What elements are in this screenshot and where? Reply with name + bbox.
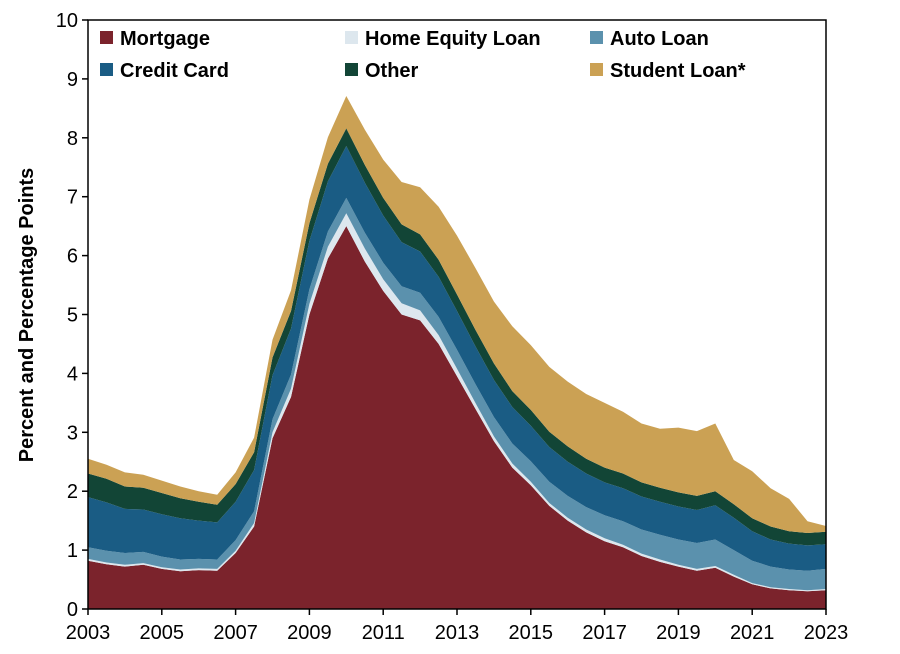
- legend-label: Auto Loan: [610, 28, 709, 50]
- y-tick-label: 3: [67, 422, 78, 444]
- axes-group: [82, 19, 827, 615]
- legend-swatch: [590, 63, 603, 76]
- x-tick-label: 2023: [804, 622, 849, 644]
- legend-label: Student Loan*: [610, 60, 746, 82]
- y-tick-label: 5: [67, 305, 78, 327]
- legend-label: Credit Card: [120, 60, 229, 82]
- legend-swatch: [345, 31, 358, 44]
- x-tick-label: 2013: [435, 622, 480, 644]
- y-tick-label: 9: [67, 69, 78, 91]
- x-tick-label: 2009: [287, 622, 332, 644]
- x-tick-label: 2005: [140, 622, 185, 644]
- y-tick-labels: 0 1 2 3 4 5 6 7 8 9 10: [56, 10, 78, 621]
- y-tick-label: 4: [67, 363, 78, 385]
- y-tick-label: 10: [56, 10, 78, 32]
- legend-swatch: [100, 31, 113, 44]
- x-tick-label: 2015: [509, 622, 554, 644]
- y-tick-label: 1: [67, 540, 78, 562]
- legend-label: Home Equity Loan: [365, 28, 541, 50]
- legend-swatch: [345, 63, 358, 76]
- area-series-5: [88, 128, 826, 546]
- area-series-group: [88, 96, 826, 609]
- area-series-1: [88, 226, 826, 609]
- y-tick-label: 8: [67, 128, 78, 150]
- x-tick-label: 2003: [66, 622, 111, 644]
- legend-label: Mortgage: [120, 28, 210, 50]
- x-tick-label: 2007: [213, 622, 258, 644]
- y-tick-label: 0: [67, 599, 78, 621]
- x-tick-labels: 2003 2005 2007 2009 2011 2013 2015 2017 2019 2021…: [66, 622, 849, 644]
- x-tick-label: 2021: [730, 622, 775, 644]
- y-tick-label: 2: [67, 481, 78, 503]
- y-axis-label: Percent and Percentage Points: [16, 168, 38, 463]
- x-tick-label: 2017: [582, 622, 627, 644]
- legend-label: Other: [365, 60, 419, 82]
- legend-swatch: [100, 63, 113, 76]
- legend: Mortgage Home Equity Loan Auto Loan Credit …: [100, 28, 746, 82]
- y-tick-label: 7: [67, 187, 78, 209]
- area-series-4: [88, 146, 826, 571]
- legend-swatch: [590, 31, 603, 44]
- x-tick-label: 2011: [362, 622, 405, 644]
- x-tick-label: 2019: [656, 622, 701, 644]
- y-tick-label: 6: [67, 246, 78, 268]
- area-series-6: [88, 96, 826, 533]
